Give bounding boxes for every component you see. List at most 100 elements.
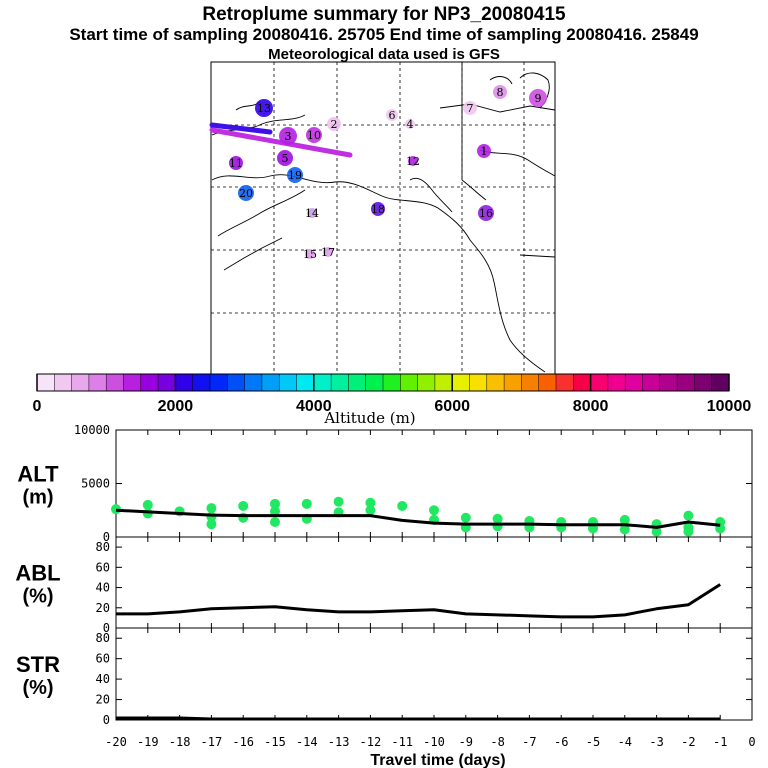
x-axis: -20 -19 -18 -17 -16 -15 -14 -13 -12 -11 -10 -9 -8 -7-… bbox=[105, 735, 755, 768]
colorbar-swatch bbox=[88, 374, 107, 391]
y-tick-label: 40 bbox=[96, 581, 110, 595]
colorbar-swatch bbox=[244, 374, 263, 391]
x-tick-label: -12 bbox=[360, 735, 382, 749]
map-marker-label: 7 bbox=[467, 102, 474, 115]
x-tick-label: -16 bbox=[232, 735, 254, 749]
map-marker-label: 14 bbox=[305, 207, 319, 220]
alt-scatter-point bbox=[238, 500, 249, 511]
met-data-note: Meteorological data used is GFS bbox=[268, 46, 500, 63]
x-tick-label: -18 bbox=[169, 735, 191, 749]
colorbar-tick-label: 10000 bbox=[707, 398, 752, 415]
colorbar-swatch bbox=[54, 374, 73, 391]
plume-track bbox=[209, 127, 353, 158]
colorbar-tick-label: 0 bbox=[33, 398, 42, 415]
map-marker bbox=[305, 249, 315, 259]
y-tick-label: 0 bbox=[103, 621, 110, 635]
colorbar-label: Altitude (m) bbox=[323, 409, 415, 427]
colorbar-swatch bbox=[573, 374, 592, 391]
map-marker-label: 2 bbox=[331, 118, 338, 131]
map-marker bbox=[238, 185, 254, 201]
map-grid bbox=[211, 62, 555, 374]
x-tick-label: -4 bbox=[618, 735, 632, 749]
colorbar: 0 2000 4000 6000 8000 10000 Altitude (m) bbox=[33, 373, 752, 427]
map-marker-label: 19 bbox=[288, 169, 302, 182]
map-marker bbox=[478, 205, 494, 221]
x-tick-label: -5 bbox=[586, 735, 600, 749]
alt-scatter-point bbox=[683, 526, 694, 537]
alt-scatter-point bbox=[206, 519, 217, 530]
x-tick-label: -15 bbox=[264, 735, 286, 749]
map-marker-label: 12 bbox=[406, 155, 420, 168]
colorbar-swatch bbox=[434, 374, 453, 391]
colorbar-swatch bbox=[365, 374, 384, 391]
x-tick-label: -11 bbox=[391, 735, 413, 749]
alt-scatter-point bbox=[429, 505, 439, 516]
colorbar-tick-label: 2000 bbox=[158, 398, 194, 415]
panel-ylabel-unit: (%) bbox=[22, 586, 53, 608]
map-marker bbox=[287, 167, 303, 183]
colorbar-swatch bbox=[417, 374, 436, 391]
colorbar-swatch bbox=[607, 374, 626, 391]
colorbar-swatch bbox=[469, 374, 488, 391]
colorbar-swatch bbox=[71, 374, 90, 391]
colorbar-swatch bbox=[348, 374, 367, 391]
colorbar-tick-label: 6000 bbox=[434, 398, 470, 415]
map-marker bbox=[327, 117, 341, 131]
panel-str: 0 20 40 60 80 STR(%) bbox=[16, 627, 753, 727]
alt-scatter-point bbox=[492, 513, 503, 524]
map-marker bbox=[408, 156, 418, 166]
map-marker-label: 9 bbox=[535, 92, 542, 105]
x-tick-label: -14 bbox=[296, 735, 318, 749]
colorbar-tick-label: 8000 bbox=[573, 398, 609, 415]
colorbar-swatch bbox=[659, 374, 678, 391]
alt-scatter-point bbox=[365, 497, 376, 508]
colorbar-swatch bbox=[331, 374, 349, 391]
map-marker bbox=[371, 202, 385, 216]
x-tick-label: -3 bbox=[649, 735, 663, 749]
panel-frame bbox=[115, 536, 753, 629]
map-marker-label: 16 bbox=[479, 207, 493, 220]
y-tick-label: 80 bbox=[96, 631, 110, 645]
colorbar-swatch bbox=[521, 374, 540, 391]
series-line-abl bbox=[116, 583, 722, 619]
map-marker bbox=[323, 247, 333, 257]
x-tick-label: -8 bbox=[490, 735, 504, 749]
x-tick-label: -20 bbox=[105, 735, 127, 749]
x-tick-label: -6 bbox=[554, 735, 568, 749]
map-marker bbox=[306, 127, 322, 143]
colorbar-swatch bbox=[590, 374, 609, 391]
map-marker bbox=[386, 109, 398, 121]
map-marker-label: 5 bbox=[282, 152, 289, 165]
panel-ylabel: STR bbox=[16, 652, 60, 677]
colorbar-swatch bbox=[383, 374, 401, 391]
alt-scatter-point bbox=[619, 524, 630, 535]
colorbar-swatch bbox=[400, 374, 419, 391]
map-marker-label: 11 bbox=[229, 157, 243, 170]
alt-scatter-point bbox=[301, 498, 312, 509]
colorbar-swatch bbox=[227, 374, 246, 391]
map-marker bbox=[229, 156, 243, 170]
sampling-time: Start time of sampling 20080416. 25705 E… bbox=[69, 25, 699, 44]
x-tick-label: 0 bbox=[748, 735, 755, 749]
y-tick-label: 20 bbox=[96, 693, 110, 707]
panel-ylabel: ABL bbox=[15, 561, 60, 586]
x-tick-label: -17 bbox=[201, 735, 223, 749]
y-tick-label: 0 bbox=[103, 530, 110, 544]
panel-abl: 0 20 40 60 80 ABL(%) bbox=[15, 536, 753, 635]
colorbar-swatch bbox=[37, 374, 55, 391]
map-marker-label: 15 bbox=[303, 248, 317, 261]
colorbar-swatch bbox=[261, 374, 280, 391]
map-marker-label: 20 bbox=[239, 187, 253, 200]
colorbar-swatch bbox=[175, 374, 194, 391]
y-tick-label: 60 bbox=[96, 560, 110, 574]
map-marker-label: 3 bbox=[285, 130, 292, 143]
colorbar-swatch bbox=[210, 374, 228, 391]
colorbar-swatch bbox=[192, 374, 211, 391]
map-marker-label: 18 bbox=[371, 203, 385, 216]
map-marker bbox=[529, 89, 547, 107]
colorbar-swatch bbox=[452, 374, 470, 391]
series-line-str bbox=[116, 716, 721, 721]
alt-scatter-point bbox=[397, 500, 408, 511]
